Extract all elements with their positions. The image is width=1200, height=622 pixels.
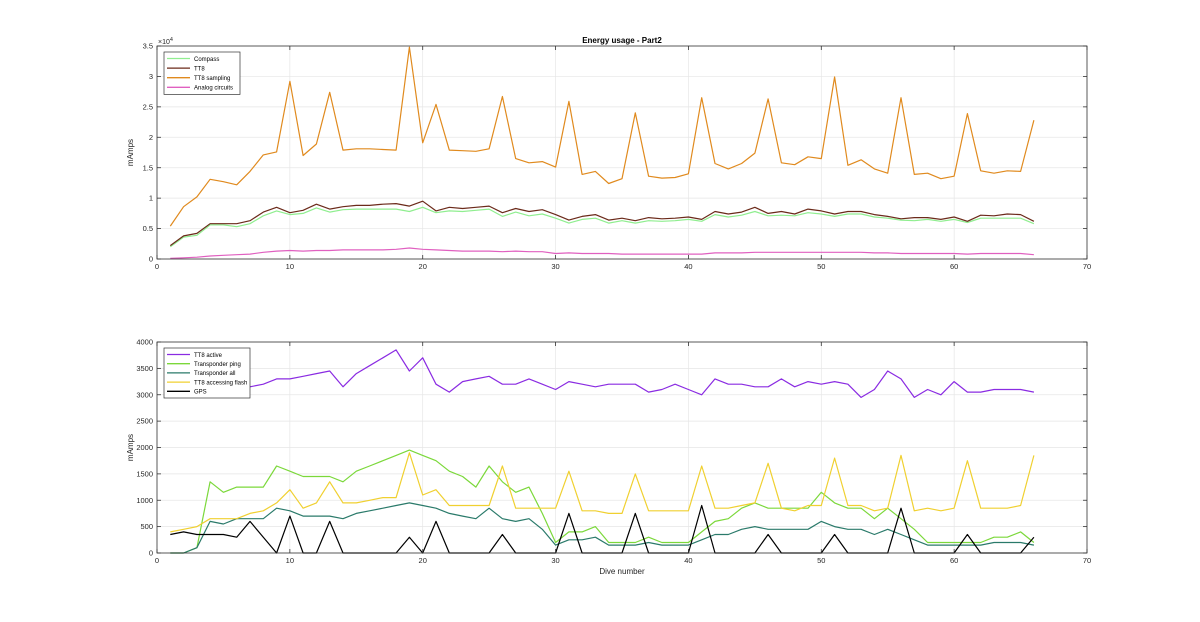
x-tick-label: 30 [551,556,559,565]
x-tick-label: 30 [551,262,559,271]
chart-title: Energy usage - Part2 [582,36,662,45]
x-tick-label: 60 [950,556,958,565]
legend: TT8 active Transponder ping Transponder al… [163,347,251,399]
axes-box [156,45,1088,260]
y-tick-label: 4000 [136,338,153,347]
y-axis-label: mAmps [126,139,135,166]
series-line-tt8-active [170,349,1035,398]
x-tick-label: 10 [286,262,294,271]
legend-label: TT8 sampling [194,76,230,82]
y-tick-label: 0 [149,255,153,264]
y-tick-label: 500 [140,522,153,531]
series-line-compass [169,206,1035,248]
y-tick-label: 1 [149,194,153,203]
x-tick-label: 70 [1083,556,1091,565]
legend: Compass TT8 TT8 sampling Analog circuits [163,51,241,95]
x-tick-label: 0 [155,556,159,565]
y-tick-label: 3500 [136,364,153,373]
y-tick-label: 3.5 [143,42,153,51]
x-tick-label: 40 [684,262,692,271]
series-line-tt8-sampling [169,46,1035,227]
x-tick-label: 50 [817,262,825,271]
y-axis-label: mAmps [126,434,135,461]
series-line-tt8 [169,200,1035,247]
y-tick-label: 1500 [136,469,153,478]
x-tick-label: 40 [684,556,692,565]
x-tick-label: 70 [1083,262,1091,271]
y-tick-label: 1000 [136,496,153,505]
chart-1: 0 10 20 30 40 50 60 70 0 0.5 1 1.5 2 2.5 3 3.5 ×104 Energ… [126,36,1091,271]
y-tick-label: 3000 [136,390,153,399]
x-tick-label: 20 [419,262,427,271]
legend-label: GPS [194,390,207,396]
x-tick-label: 20 [419,556,427,565]
legend-label: TT8 [194,66,205,72]
legend-label: Analog circuits [194,86,233,92]
legend-label: TT8 active [194,353,223,359]
legend-label: Transponder all [194,371,235,377]
legend-label: Compass [194,57,219,63]
x-axis-label: Dive number [599,567,645,576]
legend-label: TT8 accessing flash [194,380,247,386]
y-tick-label: 2000 [136,443,153,452]
x-tick-label: 0 [155,262,159,271]
y-exponent-label: ×104 [158,37,173,46]
chart-2: 0 10 20 30 40 50 60 70 0 500 1000 1500 2000 2500 3000 3… [126,338,1091,576]
series-line-tt8-accessing-flash [170,452,1035,533]
y-tick-label: 3 [149,72,153,81]
legend-label: Transponder ping [194,362,241,368]
y-tick-label: 0.5 [143,224,153,233]
x-tick-label: 50 [817,556,825,565]
y-tick-label: 0 [149,549,153,558]
y-tick-label: 1.5 [143,163,153,172]
plot-area [157,46,1087,259]
x-tick-label: 60 [950,262,958,271]
series-line-analog-circuits [170,247,1034,259]
y-tick-label: 2500 [136,417,153,426]
series-line-transponder-ping [170,449,1035,554]
x-tick-label: 10 [286,556,294,565]
y-tick-label: 2 [149,133,153,142]
y-tick-label: 2.5 [143,102,153,111]
series-line-transponder-all [170,502,1035,554]
